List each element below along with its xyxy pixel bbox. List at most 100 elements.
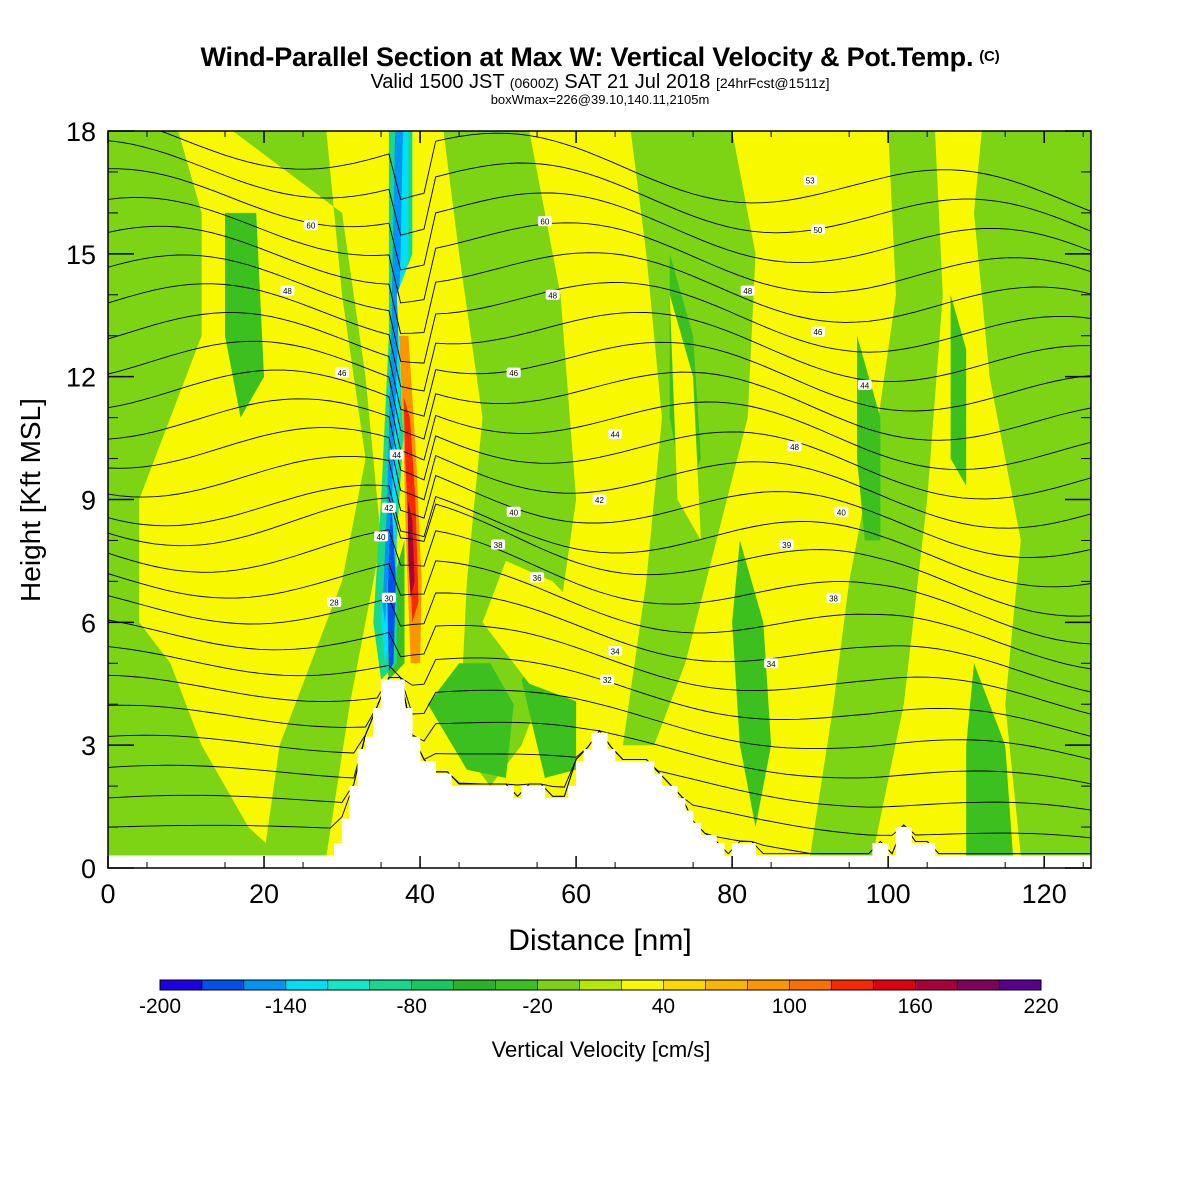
colorbar-tick-label: 100 — [772, 995, 807, 1018]
contour-label-text: 53 — [806, 177, 815, 186]
contour-label-text: 30 — [384, 594, 393, 603]
colorbar-label: Vertical Velocity [cm/s] — [492, 1037, 711, 1062]
contour-label: 48 — [787, 441, 802, 452]
colorbar-swatch — [663, 980, 706, 990]
chart-title: Wind-Parallel Section at Max W: Vertical… — [0, 42, 1200, 72]
x-axis-label: Distance [nm] — [508, 924, 691, 957]
velocity-fill-region — [763, 458, 787, 680]
contour-label-bg — [506, 367, 521, 378]
colorbar-swatch — [160, 980, 203, 990]
valid-time-jst: Valid 1500 JST — [370, 71, 505, 93]
contour-label: 60 — [537, 216, 552, 227]
velocity-fill-region — [382, 131, 403, 623]
x-tick-label: 80 — [717, 879, 747, 909]
isentrope-line — [108, 197, 1091, 304]
colorbar-swatch — [369, 980, 413, 990]
contour-label-bg — [327, 596, 342, 607]
contour-label-text: 40 — [509, 508, 518, 517]
contour-label-bg — [764, 658, 779, 669]
contour-label-text: 46 — [338, 369, 347, 378]
contour-label-bg — [389, 449, 404, 460]
contour-label: 30 — [381, 592, 396, 603]
contour-label-text: 44 — [392, 451, 401, 460]
velocity-fill-region — [407, 499, 415, 598]
chart-title-block: Wind-Parallel Section at Max W: Vertical… — [0, 42, 1200, 107]
isentrope-line — [108, 484, 1091, 588]
contour-label: 38 — [491, 539, 506, 550]
colorbar-swatch — [957, 980, 1000, 990]
contour-label-bg — [506, 506, 521, 517]
contour-label: 46 — [810, 326, 825, 337]
isentrope-line — [108, 369, 1091, 471]
isentrope-line — [108, 398, 1091, 500]
velocity-fill-region — [669, 294, 701, 541]
contour-label-text: 48 — [283, 287, 292, 296]
isentrope-line — [108, 225, 1091, 334]
contour-label-text: 60 — [540, 218, 549, 227]
velocity-fill-region — [232, 131, 382, 856]
isentrope-line — [108, 340, 1091, 441]
y-tick-label: 18 — [66, 117, 96, 147]
isentrope-line — [108, 140, 1091, 236]
contour-label: 44 — [389, 449, 404, 460]
contour-label: 34 — [608, 645, 623, 656]
copyright-mark: (C) — [979, 48, 1000, 65]
contour-label-text: 34 — [767, 660, 776, 669]
box-wmax-line: boxWmax=226@39.10,140.11,2105m — [490, 92, 710, 107]
contour-label: 50 — [810, 224, 825, 235]
colorbar-tick-label: 160 — [898, 995, 933, 1018]
y-tick-label: 9 — [81, 486, 96, 516]
velocity-fill-region — [482, 560, 592, 705]
contour-label-bg — [857, 379, 872, 390]
contour-label-bg — [374, 531, 389, 542]
x-tick-label: 60 — [561, 879, 591, 909]
contour-label-bg — [740, 285, 755, 296]
colorbar-swatch — [411, 980, 455, 990]
contour-label: 42 — [381, 502, 396, 513]
contour-label-bg — [381, 592, 396, 603]
colorbar-tick-label: 40 — [652, 995, 675, 1018]
contour-label: 40 — [374, 531, 389, 542]
x-tick-label: 120 — [1022, 879, 1067, 909]
isentrope-line — [108, 560, 1091, 670]
contour-label: 48 — [740, 285, 755, 296]
x-tick-label: 20 — [249, 879, 279, 909]
colorbar-tick-label: 220 — [1023, 995, 1058, 1018]
velocity-fill-region — [387, 499, 396, 672]
isentrope-line — [108, 646, 1091, 737]
contour-label-text: 39 — [782, 541, 791, 550]
contour-label-bg — [803, 175, 818, 186]
contour-label: 46 — [335, 367, 350, 378]
contour-label-text: 36 — [533, 574, 542, 583]
isentrope-line — [108, 674, 1091, 760]
colorbar-tick-label: -200 — [139, 995, 181, 1018]
contour-label-text: 50 — [813, 226, 822, 235]
contour-label: 40 — [506, 506, 521, 517]
velocity-fill-region — [732, 540, 772, 828]
contour-label: 39 — [779, 539, 794, 550]
isentrope-line — [108, 619, 1091, 715]
colorbar-swatch — [243, 980, 287, 990]
isentrope-line — [108, 455, 1091, 558]
velocity-fill-region — [966, 294, 990, 582]
isentrope-line — [108, 254, 1091, 364]
contour-label-text: 34 — [611, 647, 620, 656]
contour-label-text: 44 — [611, 430, 620, 439]
contour-label-bg — [787, 441, 802, 452]
y-tick-label: 12 — [66, 363, 96, 393]
plot-area: 60 48 46 28 44 42 40 30 60 48 46 40 38 36 44 42 34 32 53 50… — [108, 131, 1091, 868]
colorbar-swatch — [285, 980, 329, 990]
contour-label-bg — [810, 224, 825, 235]
contour-label: 53 — [803, 175, 818, 186]
terrain-layer — [108, 679, 1091, 868]
contour-label-bg — [537, 216, 552, 227]
isentrope-line — [108, 592, 1091, 693]
contour-label-text: 38 — [494, 541, 503, 550]
y-tick-label: 3 — [81, 731, 96, 761]
colorbar-swatch — [747, 980, 790, 990]
colorbar-swatch — [201, 980, 245, 990]
contour-label-bg — [381, 502, 396, 513]
colorbar-swatch — [453, 980, 497, 990]
velocity-fill-region — [966, 663, 1013, 856]
